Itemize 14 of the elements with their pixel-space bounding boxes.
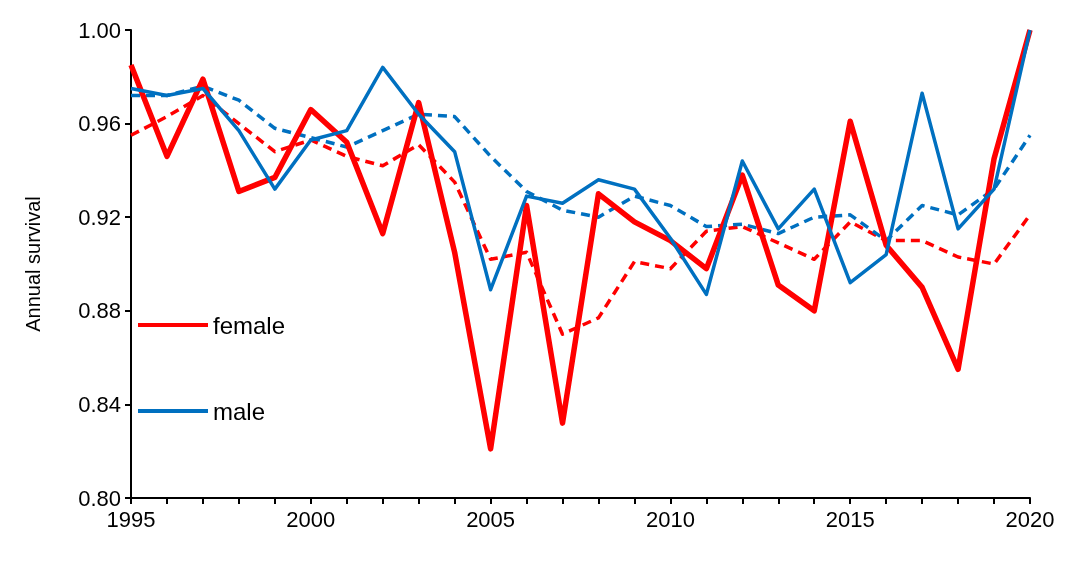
x-tick-label: 2020	[1005, 506, 1055, 532]
x-tick-label: 2000	[286, 506, 336, 532]
legend-label: female	[213, 311, 286, 339]
y-axis-title: Annual survival	[22, 196, 44, 332]
y-tick-label: 0.84	[78, 391, 121, 417]
legend-label: male	[213, 397, 266, 425]
x-tick-label: 2005	[466, 506, 516, 532]
y-tick-label: 0.88	[78, 298, 121, 324]
line-series	[129, 28, 1032, 297]
y-tick-label: 1.00	[78, 17, 121, 43]
y-tick-label: 0.96	[78, 111, 121, 137]
x-tick-label: 2010	[645, 506, 695, 532]
x-tick-label: 2015	[825, 506, 875, 532]
y-tick-label: 0.92	[78, 204, 121, 230]
